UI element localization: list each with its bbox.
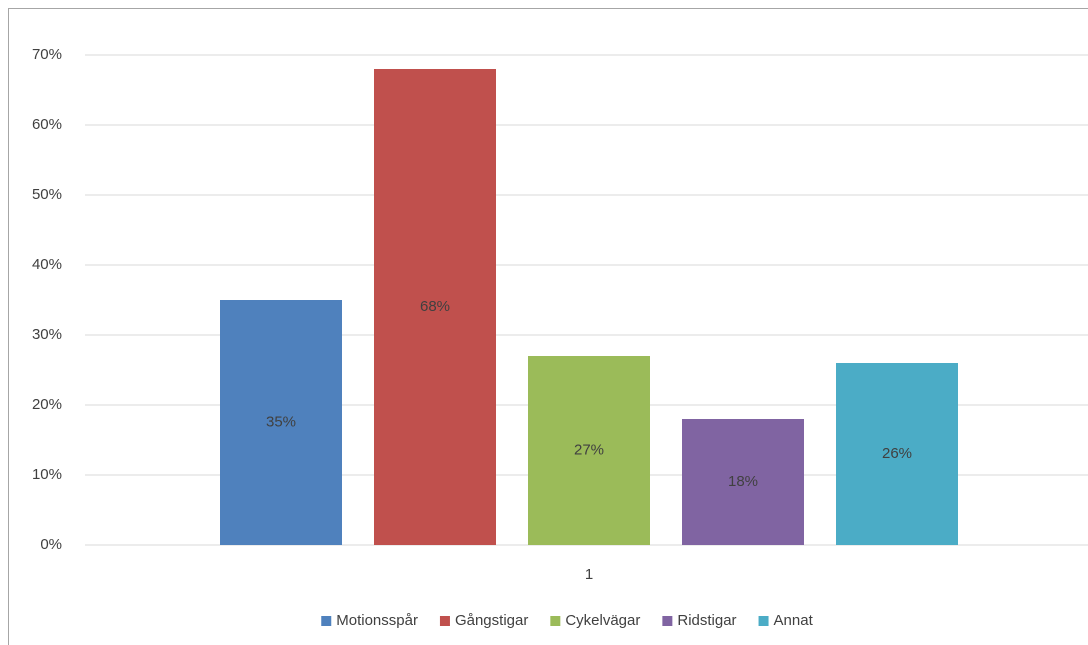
chart-border — [8, 8, 1088, 645]
legend-label: Motionsspår — [336, 612, 418, 629]
legend-label: Annat — [774, 612, 814, 629]
y-tick-label: 0% — [40, 536, 62, 553]
legend-swatch — [439, 616, 450, 626]
bar — [374, 69, 496, 545]
legend-swatch — [662, 616, 673, 626]
x-tick-label: 1 — [585, 566, 593, 583]
data-label: 26% — [882, 445, 912, 462]
y-tick-label: 70% — [32, 46, 62, 63]
bar — [220, 300, 342, 545]
y-tick-label: 30% — [32, 326, 62, 343]
y-tick-label: 10% — [32, 466, 62, 483]
legend-swatch — [321, 616, 332, 626]
legend-swatch — [758, 616, 769, 626]
legend-label: Ridstigar — [677, 612, 736, 629]
data-label: 27% — [574, 441, 604, 458]
legend-label: Gångstigar — [455, 612, 528, 629]
data-label: 35% — [266, 413, 296, 430]
legend-swatch — [550, 616, 561, 626]
y-tick-label: 20% — [32, 396, 62, 413]
data-label: 68% — [420, 298, 450, 315]
y-tick-label: 60% — [32, 116, 62, 133]
y-tick-label: 50% — [32, 186, 62, 203]
y-tick-label: 40% — [32, 256, 62, 273]
bar — [836, 363, 958, 545]
data-label: 18% — [728, 473, 758, 490]
bar — [528, 356, 650, 545]
bar — [682, 419, 804, 545]
legend-label: Cykelvägar — [565, 612, 640, 629]
